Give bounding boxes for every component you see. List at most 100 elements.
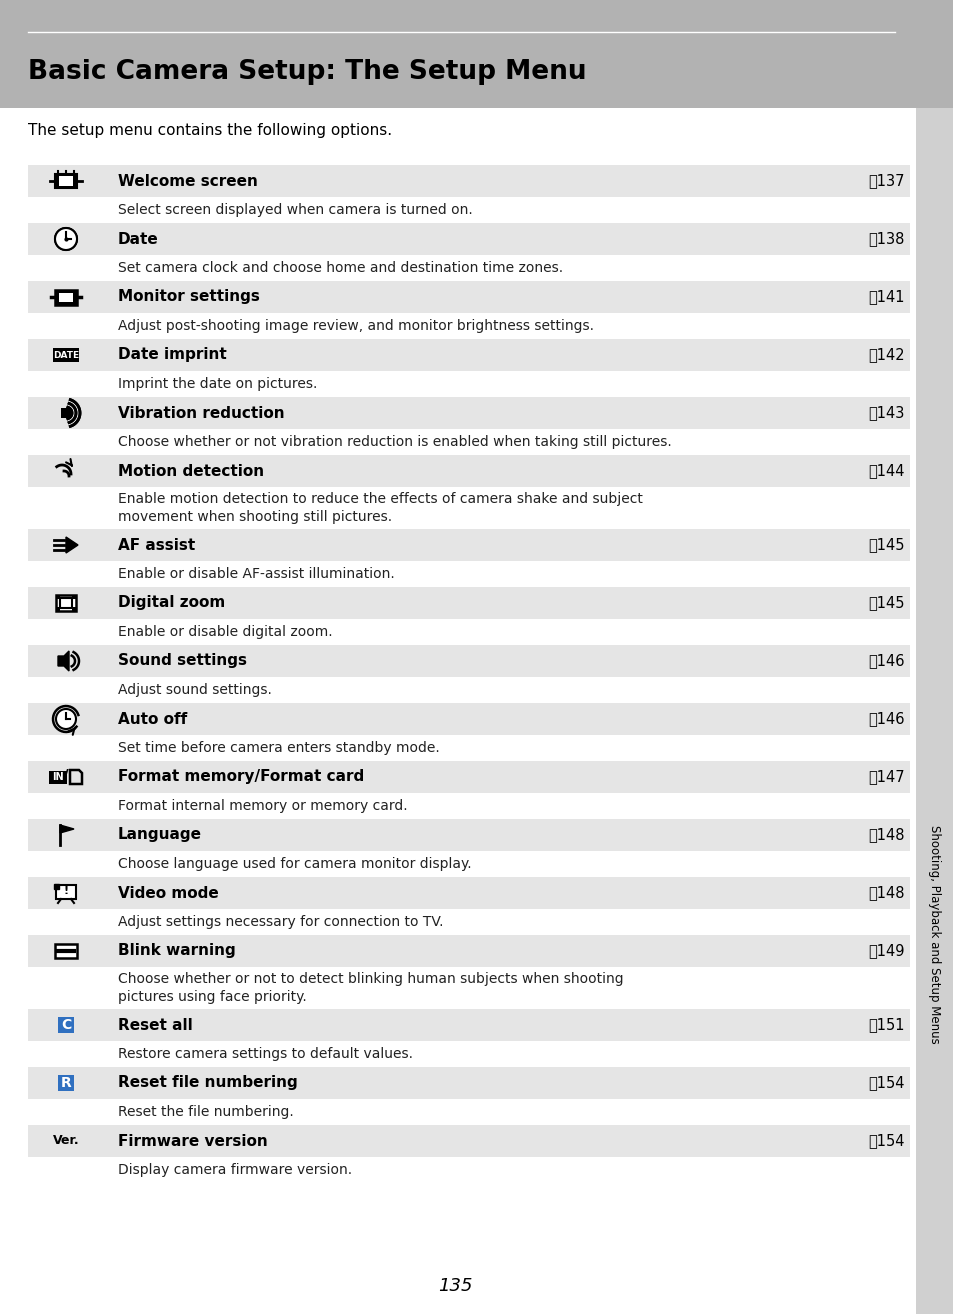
Bar [59,293,73,301]
Text: Ver.: Ver. [52,1134,79,1147]
Text: Shooting, Playback and Setup Menus: Shooting, Playback and Setup Menus [927,825,941,1043]
Bar [28,313,909,339]
Bar [54,884,59,890]
Text: Firmware version: Firmware version [118,1134,268,1148]
Text: Enable or disable digital zoom.: Enable or disable digital zoom. [118,625,333,639]
Text: Adjust sound settings.: Adjust sound settings. [118,683,272,696]
Polygon shape [66,537,78,553]
Text: The setup menu contains the following options.: The setup menu contains the following op… [28,122,392,138]
Bar [28,909,909,936]
Bar [28,397,909,428]
Circle shape [55,229,77,250]
Bar [28,1125,909,1158]
Bar [28,371,909,397]
Bar [28,619,909,645]
Bar [28,794,909,819]
Bar [56,607,60,611]
Text: Monitor settings: Monitor settings [118,289,259,305]
Bar [28,223,909,255]
Bar [28,876,909,909]
Text: DATE: DATE [52,351,79,360]
Bar [28,455,909,487]
Bar [56,595,60,599]
Text: IN: IN [52,773,64,782]
Text: Restore camera settings to default values.: Restore camera settings to default value… [118,1047,413,1060]
Text: Date imprint: Date imprint [118,347,227,363]
Text: Enable motion detection to reduce the effects of camera shake and subject: Enable motion detection to reduce the ef… [118,491,642,506]
Text: AF assist: AF assist [118,537,195,552]
Text: Set time before camera enters standby mode.: Set time before camera enters standby mo… [118,741,439,756]
Bar [61,409,71,418]
Bar [28,166,909,197]
Text: Reset all: Reset all [118,1017,193,1033]
Text: Digital zoom: Digital zoom [118,595,225,611]
Bar [55,173,77,188]
Text: 📖151: 📖151 [867,1017,904,1033]
Bar [59,176,73,187]
Text: 📖148: 📖148 [867,828,904,842]
Text: Select screen displayed when camera is turned on.: Select screen displayed when camera is t… [118,202,473,217]
Bar [28,735,909,761]
Bar [55,289,77,305]
Bar [28,530,909,561]
Polygon shape [58,650,69,671]
Text: Blink warning: Blink warning [118,943,235,958]
Bar [28,967,909,1009]
Bar [58,1075,74,1091]
Text: 📖143: 📖143 [868,406,904,420]
Bar [28,936,909,967]
Text: Enable or disable AF-assist illumination.: Enable or disable AF-assist illumination… [118,568,395,581]
Bar [28,587,909,619]
Bar [71,607,76,611]
Text: 📖142: 📖142 [867,347,904,363]
Bar [28,645,909,677]
Bar [28,1099,909,1125]
Bar [28,677,909,703]
Text: Display camera firmware version.: Display camera firmware version. [118,1163,352,1177]
Text: 📖141: 📖141 [867,289,904,305]
Bar [28,339,909,371]
Text: Adjust post-shooting image review, and monitor brightness settings.: Adjust post-shooting image review, and m… [118,319,594,332]
Text: 📖149: 📖149 [867,943,904,958]
Text: Motion detection: Motion detection [118,464,264,478]
Bar [53,348,79,361]
Bar [28,428,909,455]
Text: 135: 135 [437,1277,472,1296]
Text: Video mode: Video mode [118,886,218,900]
Text: 📖138: 📖138 [868,231,904,247]
Text: C: C [61,1018,71,1031]
Text: Choose whether or not vibration reduction is enabled when taking still pictures.: Choose whether or not vibration reductio… [118,435,671,449]
Text: 📖137: 📖137 [867,173,904,188]
Bar [28,819,909,851]
Text: /: / [63,770,69,784]
Bar [915,108,953,1314]
Text: R: R [61,1076,71,1091]
Text: Auto off: Auto off [118,711,187,727]
Text: Format memory/Format card: Format memory/Format card [118,770,364,784]
Text: Imprint the date on pictures.: Imprint the date on pictures. [118,377,317,392]
Bar [60,598,71,608]
Text: Basic Camera Setup: The Setup Menu: Basic Camera Setup: The Setup Menu [28,59,586,85]
Polygon shape [60,825,74,833]
Text: Reset the file numbering.: Reset the file numbering. [118,1105,294,1120]
Text: Choose whether or not to detect blinking human subjects when shooting: Choose whether or not to detect blinking… [118,972,623,986]
Bar [56,595,76,611]
Text: 📖154: 📖154 [867,1134,904,1148]
Text: 📖146: 📖146 [867,653,904,669]
Text: 📖145: 📖145 [867,537,904,552]
Bar [28,1158,909,1183]
Bar [28,487,909,530]
Bar [28,281,909,313]
Text: Vibration reduction: Vibration reduction [118,406,284,420]
Text: pictures using face priority.: pictures using face priority. [118,989,307,1004]
Text: Reset file numbering: Reset file numbering [118,1075,297,1091]
Text: 📖144: 📖144 [867,464,904,478]
Text: 📖147: 📖147 [867,770,904,784]
Bar [56,886,76,899]
Text: Set camera clock and choose home and destination time zones.: Set camera clock and choose home and des… [118,261,562,275]
Text: Adjust settings necessary for connection to TV.: Adjust settings necessary for connection… [118,915,443,929]
Bar [28,1041,909,1067]
Bar [0,0,953,108]
Bar [28,761,909,794]
Bar [28,851,909,876]
